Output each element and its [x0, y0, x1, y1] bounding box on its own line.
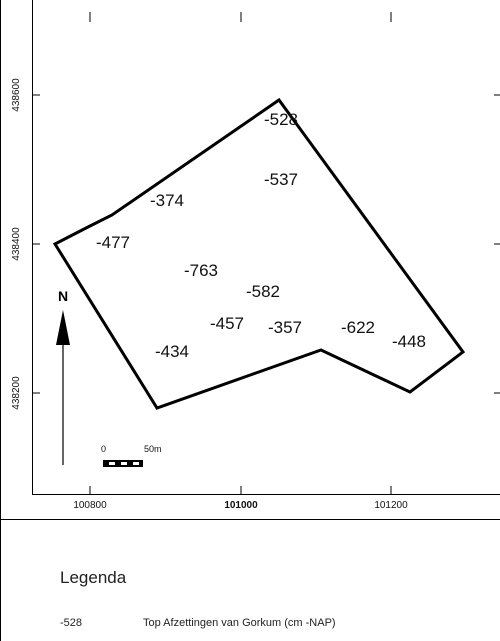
depth-label: -763	[184, 261, 218, 280]
depth-label: -448	[392, 332, 426, 351]
north-label: N	[58, 288, 68, 304]
depth-label: -457	[210, 314, 244, 333]
depth-label: -374	[150, 191, 184, 210]
depth-label: -537	[264, 170, 298, 189]
depth-label: -582	[246, 282, 280, 301]
x-tick-label: 100800	[73, 500, 107, 511]
north-arrow: N	[56, 288, 70, 465]
legend-item-description: Top Afzettingen van Gorkum (cm -NAP)	[143, 617, 336, 629]
legend-item-code: -528	[60, 617, 83, 629]
scale-bar-segment	[109, 462, 115, 465]
x-tick-label: 101000	[224, 500, 258, 511]
depth-label: -477	[96, 233, 130, 252]
depth-label: -357	[268, 318, 302, 337]
scale-start-label: 0	[101, 444, 106, 454]
scale-bar-segment	[121, 462, 127, 465]
depth-label: -434	[155, 342, 189, 361]
x-tick-label: 101200	[374, 500, 408, 511]
scale-bar-segment	[133, 462, 139, 465]
depth-label: -622	[341, 318, 375, 337]
scale-bar: 0 50m	[101, 444, 162, 467]
legend-title: Legenda	[60, 568, 127, 587]
y-tick-label: 438600	[11, 78, 22, 112]
scale-end-label: 50m	[144, 444, 162, 454]
north-arrow-head-icon	[56, 310, 70, 345]
y-tick-label: 438400	[11, 227, 22, 261]
y-tick-label: 438200	[11, 376, 22, 410]
site-boundary	[52, 97, 466, 410]
depth-label: -528	[264, 110, 298, 129]
